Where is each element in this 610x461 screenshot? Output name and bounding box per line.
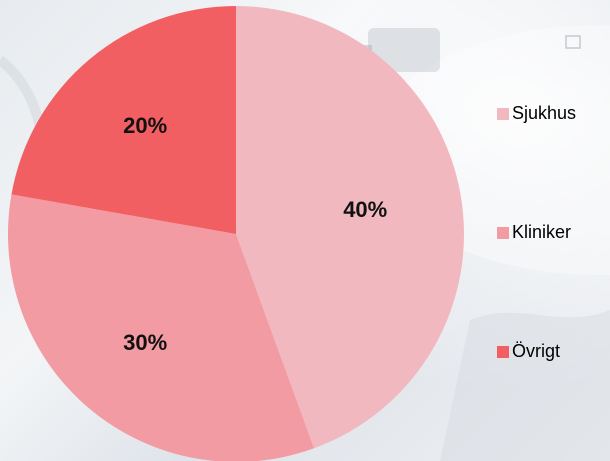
slice-value-label: 20% <box>123 113 167 138</box>
legend-swatch <box>497 226 509 239</box>
legend-item: Övrigt <box>497 341 560 362</box>
legend-label: Kliniker <box>512 222 572 242</box>
legend-label: Övrigt <box>512 341 561 361</box>
legend-item: Sjukhus <box>497 103 576 124</box>
pie-slice--vrigt <box>11 6 236 234</box>
legend-item: Kliniker <box>497 222 571 243</box>
slice-value-label: 40% <box>343 197 387 222</box>
slice-value-label: 30% <box>123 330 167 355</box>
legend-swatch <box>497 107 509 120</box>
legend-label: Sjukhus <box>512 103 577 123</box>
pie-slice-kliniker <box>8 194 314 461</box>
pie-slice-sjukhus <box>236 6 465 449</box>
legend-swatch <box>497 345 509 358</box>
